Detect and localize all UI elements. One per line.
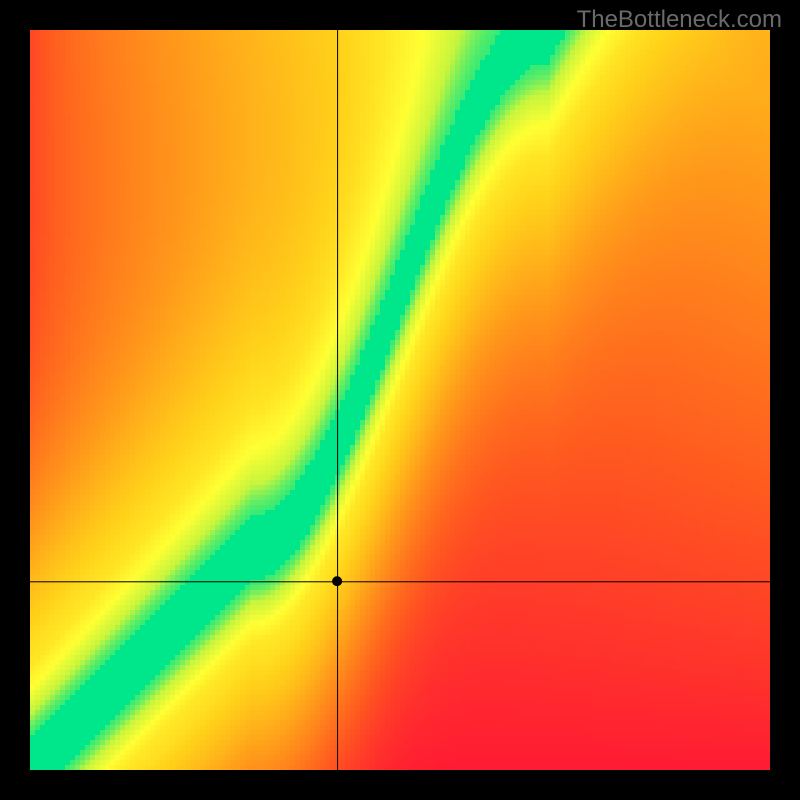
watermark-text: TheBottleneck.com (577, 6, 782, 34)
chart-container: TheBottleneck.com (0, 0, 800, 800)
bottleneck-heatmap (30, 30, 770, 770)
